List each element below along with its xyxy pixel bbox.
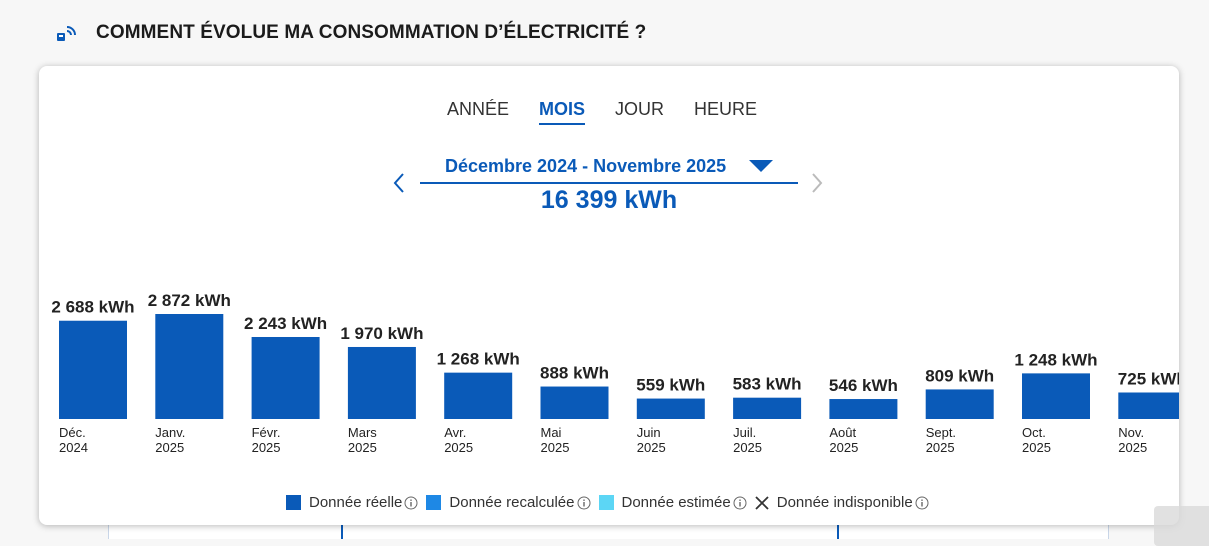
- period-selector[interactable]: Décembre 2024 - Novembre 2025: [420, 150, 798, 184]
- x-tick-label: Déc.: [59, 425, 86, 440]
- x-tick-label: 2025: [733, 440, 762, 455]
- x-tick-label: 2025: [155, 440, 184, 455]
- bar-value-label: 583 kWh: [733, 375, 802, 394]
- x-tick-label: 2025: [829, 440, 858, 455]
- info-icon[interactable]: [733, 496, 747, 510]
- legend-item-recalculee: Donnée recalculée: [426, 494, 590, 511]
- bar-5[interactable]: [540, 386, 609, 419]
- x-tick-label: Juil.: [733, 425, 756, 440]
- legend-item-reelle: Donnée réelle: [286, 494, 418, 511]
- bar-value-label: 888 kWh: [540, 364, 609, 383]
- x-tick-label: Nov.: [1118, 425, 1144, 440]
- info-icon[interactable]: [577, 496, 591, 510]
- tab-annee[interactable]: ANNÉE: [446, 99, 509, 119]
- bar-3[interactable]: [347, 346, 416, 419]
- legend: Donnée réelle Donnée recalculée Donnée e…: [286, 494, 937, 511]
- x-tick-label: Mars: [348, 425, 377, 440]
- bar-value-label: 1 248 kWh: [1014, 350, 1097, 369]
- legend-swatch: [598, 495, 614, 510]
- bar-8[interactable]: [829, 399, 898, 419]
- legend-label: Donnée réelle: [309, 494, 403, 511]
- x-tick-label: Mai: [541, 425, 562, 440]
- section-header: COMMENT ÉVOLUE MA CONSOMMATION D’ÉLECTRI…: [54, 22, 646, 44]
- legend-label: Donnée recalculée: [449, 494, 575, 511]
- bar-value-label: 725 kWh: [1118, 369, 1179, 388]
- consumption-card: ANNÉE MOIS JOUR HEURE Décembre 2024 - No…: [39, 66, 1179, 525]
- x-tick-label: Sept.: [926, 425, 956, 440]
- chevron-left-icon[interactable]: [391, 170, 407, 196]
- page-title: COMMENT ÉVOLUE MA CONSOMMATION D’ÉLECTRI…: [96, 22, 647, 43]
- tab-mois[interactable]: MOIS: [538, 99, 585, 125]
- caret-down-icon: [749, 160, 773, 172]
- tab-jour[interactable]: JOUR: [615, 99, 664, 119]
- legend-item-estimee: Donnée estimée: [598, 494, 747, 511]
- legend-swatch: [286, 495, 301, 510]
- bar-value-label: 809 kWh: [925, 366, 994, 385]
- x-tick-label: Août: [829, 425, 856, 440]
- bar-2[interactable]: [251, 336, 320, 419]
- legend-label: Donnée indisponible: [776, 494, 913, 511]
- legend-label: Donnée estimée: [621, 494, 731, 511]
- x-tick-label: 2025: [1022, 440, 1051, 455]
- granularity-tabs: ANNÉE MOIS JOUR HEURE: [39, 99, 1172, 125]
- x-tick-label: 2025: [541, 440, 570, 455]
- bar-7[interactable]: [733, 397, 802, 419]
- bar-value-label: 2 688 kWh: [51, 298, 134, 317]
- chevron-right-icon[interactable]: [809, 170, 825, 196]
- bar-value-label: 1 970 kWh: [340, 324, 423, 343]
- bar-4[interactable]: [444, 372, 513, 419]
- x-tick-label: 2025: [252, 440, 281, 455]
- tab-heure[interactable]: HEURE: [694, 99, 758, 119]
- bar-9[interactable]: [925, 389, 994, 419]
- x-tick-label: Févr.: [252, 425, 281, 440]
- floating-widget[interactable]: [1154, 506, 1209, 546]
- x-tick-label: 2025: [1118, 440, 1147, 455]
- bar-value-label: 2 243 kWh: [244, 314, 327, 333]
- bar-value-label: 559 kWh: [636, 376, 705, 395]
- legend-item-indisponible: Donnée indisponible: [755, 494, 929, 511]
- period-label: Décembre 2024 - Novembre 2025: [445, 156, 727, 176]
- bar-0[interactable]: [59, 320, 127, 419]
- total-consumption: 16 399 kWh: [540, 186, 678, 214]
- bar-11[interactable]: [1118, 392, 1179, 419]
- x-tick-label: Avr.: [444, 425, 466, 440]
- x-tick-label: 2025: [926, 440, 955, 455]
- bar-10[interactable]: [1022, 373, 1090, 419]
- x-tick-label: Juin: [637, 425, 661, 440]
- x-tick-label: 2025: [444, 440, 473, 455]
- legend-swatch: [426, 495, 442, 510]
- x-tick-label: Oct.: [1022, 425, 1046, 440]
- bar-value-label: 2 872 kWh: [148, 291, 231, 310]
- info-icon[interactable]: [404, 496, 418, 510]
- x-tick-label: 2025: [637, 440, 666, 455]
- info-icon[interactable]: [915, 496, 929, 510]
- bar-6[interactable]: [636, 398, 705, 419]
- x-tick-label: 2025: [348, 440, 377, 455]
- smart-meter-icon: [57, 26, 76, 41]
- x-tick-label: Janv.: [155, 425, 185, 440]
- cross-icon: [755, 495, 769, 510]
- bar-value-label: 546 kWh: [829, 376, 898, 395]
- x-tick-label: 2024: [59, 440, 88, 455]
- bar-1[interactable]: [155, 314, 224, 419]
- bar-value-label: 1 268 kWh: [437, 350, 520, 369]
